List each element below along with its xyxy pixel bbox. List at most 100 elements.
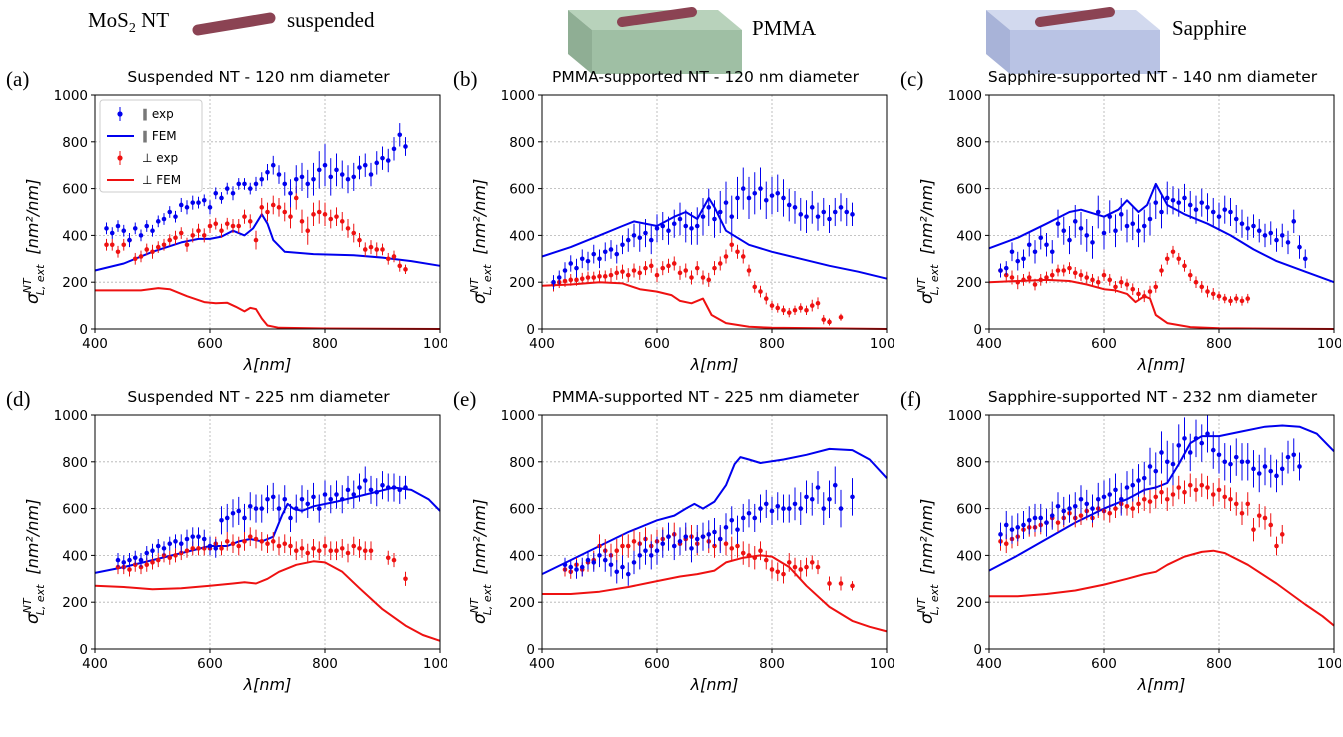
series-perp-exp-point bbox=[362, 548, 368, 554]
series-parallel-exp-point bbox=[1262, 233, 1268, 238]
y-tick-label: 1000 bbox=[948, 408, 982, 424]
series-parallel-exp-point bbox=[1061, 228, 1067, 234]
series-perp-exp-point bbox=[1141, 496, 1147, 502]
y-tick-label: 800 bbox=[509, 135, 535, 151]
y-tick-label: 200 bbox=[509, 595, 535, 611]
nt-label: MoS2 NT bbox=[88, 8, 170, 37]
series-parallel-exp-point bbox=[1279, 466, 1285, 472]
series-parallel-exp-point bbox=[579, 564, 585, 570]
sapphire-label: Sapphire bbox=[1172, 16, 1247, 40]
series-parallel-exp-point bbox=[717, 536, 723, 542]
series-parallel-exp-point bbox=[551, 279, 556, 285]
series-perp-exp-point bbox=[735, 543, 740, 549]
series-perp-exp-point bbox=[127, 567, 132, 572]
series-perp-exp-point bbox=[1095, 279, 1101, 285]
series-perp-exp-point bbox=[798, 567, 804, 572]
series-perp-exp-point bbox=[648, 263, 654, 269]
y-tick-label: 400 bbox=[509, 548, 535, 564]
series-parallel-exp-point bbox=[380, 155, 385, 161]
series-parallel-exp-point bbox=[311, 494, 316, 500]
series-perp-exp-point bbox=[1210, 492, 1216, 497]
series-parallel-exp-point bbox=[259, 506, 265, 511]
series-parallel-exp-point bbox=[798, 212, 804, 217]
series-parallel-exp-point bbox=[1210, 447, 1216, 453]
series-parallel-exp-point bbox=[1176, 443, 1182, 448]
series-parallel-exp-point bbox=[276, 506, 282, 511]
panel-a: (a) Suspended NT - 120 nm diameter σNTL, e… bbox=[0, 64, 447, 417]
series-parallel-exp-point bbox=[1049, 249, 1055, 255]
series-perp-exp-point bbox=[729, 242, 735, 248]
x-axis-label: λ[nm] bbox=[1137, 355, 1186, 374]
series-parallel-exp-point bbox=[579, 256, 585, 262]
series-perp-exp-point bbox=[357, 237, 362, 243]
series-parallel-exp-point bbox=[752, 190, 758, 196]
series-parallel-exp-point bbox=[219, 195, 224, 201]
x-tick-label: 1000 bbox=[870, 656, 894, 672]
series-parallel-exp-point bbox=[602, 249, 608, 255]
series-perp-exp-point bbox=[1268, 522, 1274, 528]
y-tick-label: 0 bbox=[526, 642, 535, 658]
series-parallel-exp-point bbox=[334, 167, 339, 173]
series-perp-exp-point bbox=[150, 249, 155, 255]
panel-letter: (a) bbox=[6, 67, 30, 91]
series-perp-exp-point bbox=[173, 553, 178, 558]
panel-c: (c) Sapphire-supported NT - 140 nm diamet… bbox=[894, 64, 1341, 417]
series-perp-exp-point bbox=[138, 254, 144, 259]
series-perp-exp-point bbox=[115, 249, 121, 255]
panel-d: (d) Suspended NT - 225 nm diameter σNTL, e… bbox=[0, 384, 447, 737]
series-parallel-exp-point bbox=[1124, 223, 1130, 229]
chart-title: PMMA-supported NT - 225 nm diameter bbox=[552, 388, 859, 406]
chart-title: Sapphire-supported NT - 140 nm diameter bbox=[987, 68, 1318, 86]
series-parallel-exp-point bbox=[236, 181, 242, 187]
series-perp-exp-point bbox=[1090, 277, 1095, 283]
series-parallel-exp-point bbox=[597, 553, 602, 558]
series-perp-exp-point bbox=[838, 581, 844, 586]
series-parallel-exp-point bbox=[230, 190, 236, 196]
series-perp-exp-point bbox=[190, 546, 196, 551]
series-perp-exp-point bbox=[740, 254, 746, 259]
series-perp-exp-point bbox=[809, 303, 815, 308]
y-tick-label: 800 bbox=[62, 135, 88, 151]
series-perp-exp-point bbox=[763, 296, 769, 301]
series-parallel-exp-point bbox=[1268, 468, 1274, 474]
series-parallel-exp-point bbox=[357, 485, 362, 490]
y-tick-label: 200 bbox=[62, 595, 88, 611]
series-parallel-exp-point bbox=[1251, 466, 1256, 472]
panel-f: (f) Sapphire-supported NT - 232 nm diamet… bbox=[894, 384, 1341, 737]
series-perp-exp-point bbox=[132, 562, 138, 568]
series-parallel-exp-point bbox=[700, 214, 706, 219]
series-perp-exp-point bbox=[654, 272, 660, 278]
series-parallel-exp-point bbox=[282, 496, 288, 502]
series-parallel-exp-point bbox=[293, 176, 299, 182]
series-parallel-exp-point bbox=[1233, 216, 1239, 222]
series-parallel-exp-point bbox=[723, 525, 729, 530]
series-parallel-exp-point bbox=[1067, 506, 1072, 511]
series-perp-exp-point bbox=[1124, 503, 1130, 509]
y-tick-label: 800 bbox=[956, 135, 982, 151]
series-parallel-exp-point bbox=[643, 548, 648, 554]
series-parallel-exp-point bbox=[311, 176, 316, 182]
series-parallel-exp-point bbox=[127, 557, 132, 563]
series-parallel-exp-point bbox=[265, 169, 270, 175]
series-perp-exp-point bbox=[786, 560, 792, 565]
series-parallel-exp-point bbox=[556, 275, 562, 280]
series-parallel-exp-point bbox=[184, 205, 190, 210]
series-perp-exp-point bbox=[351, 230, 357, 236]
series-parallel-exp-point bbox=[740, 186, 746, 191]
series-perp-exp-point bbox=[316, 548, 322, 554]
series-parallel-exp-point bbox=[775, 190, 781, 196]
y-tick-label: 400 bbox=[62, 228, 88, 244]
series-perp-exp-point bbox=[585, 275, 591, 280]
series-perp-exp-point bbox=[1170, 492, 1176, 497]
x-tick-label: 800 bbox=[1206, 336, 1232, 352]
series-parallel-exp-point bbox=[299, 496, 305, 502]
series-parallel-exp-point bbox=[362, 478, 368, 483]
series-perp-exp-point bbox=[253, 237, 259, 243]
series-parallel-exp-point bbox=[568, 261, 574, 266]
series-parallel-exp-point bbox=[1095, 496, 1101, 502]
x-tick-label: 400 bbox=[976, 336, 1002, 352]
series-parallel-exp-point bbox=[236, 508, 242, 514]
series-perp-exp-point bbox=[1233, 296, 1239, 301]
series-perp-exp-point bbox=[740, 550, 746, 556]
plot-frame bbox=[988, 414, 1335, 650]
